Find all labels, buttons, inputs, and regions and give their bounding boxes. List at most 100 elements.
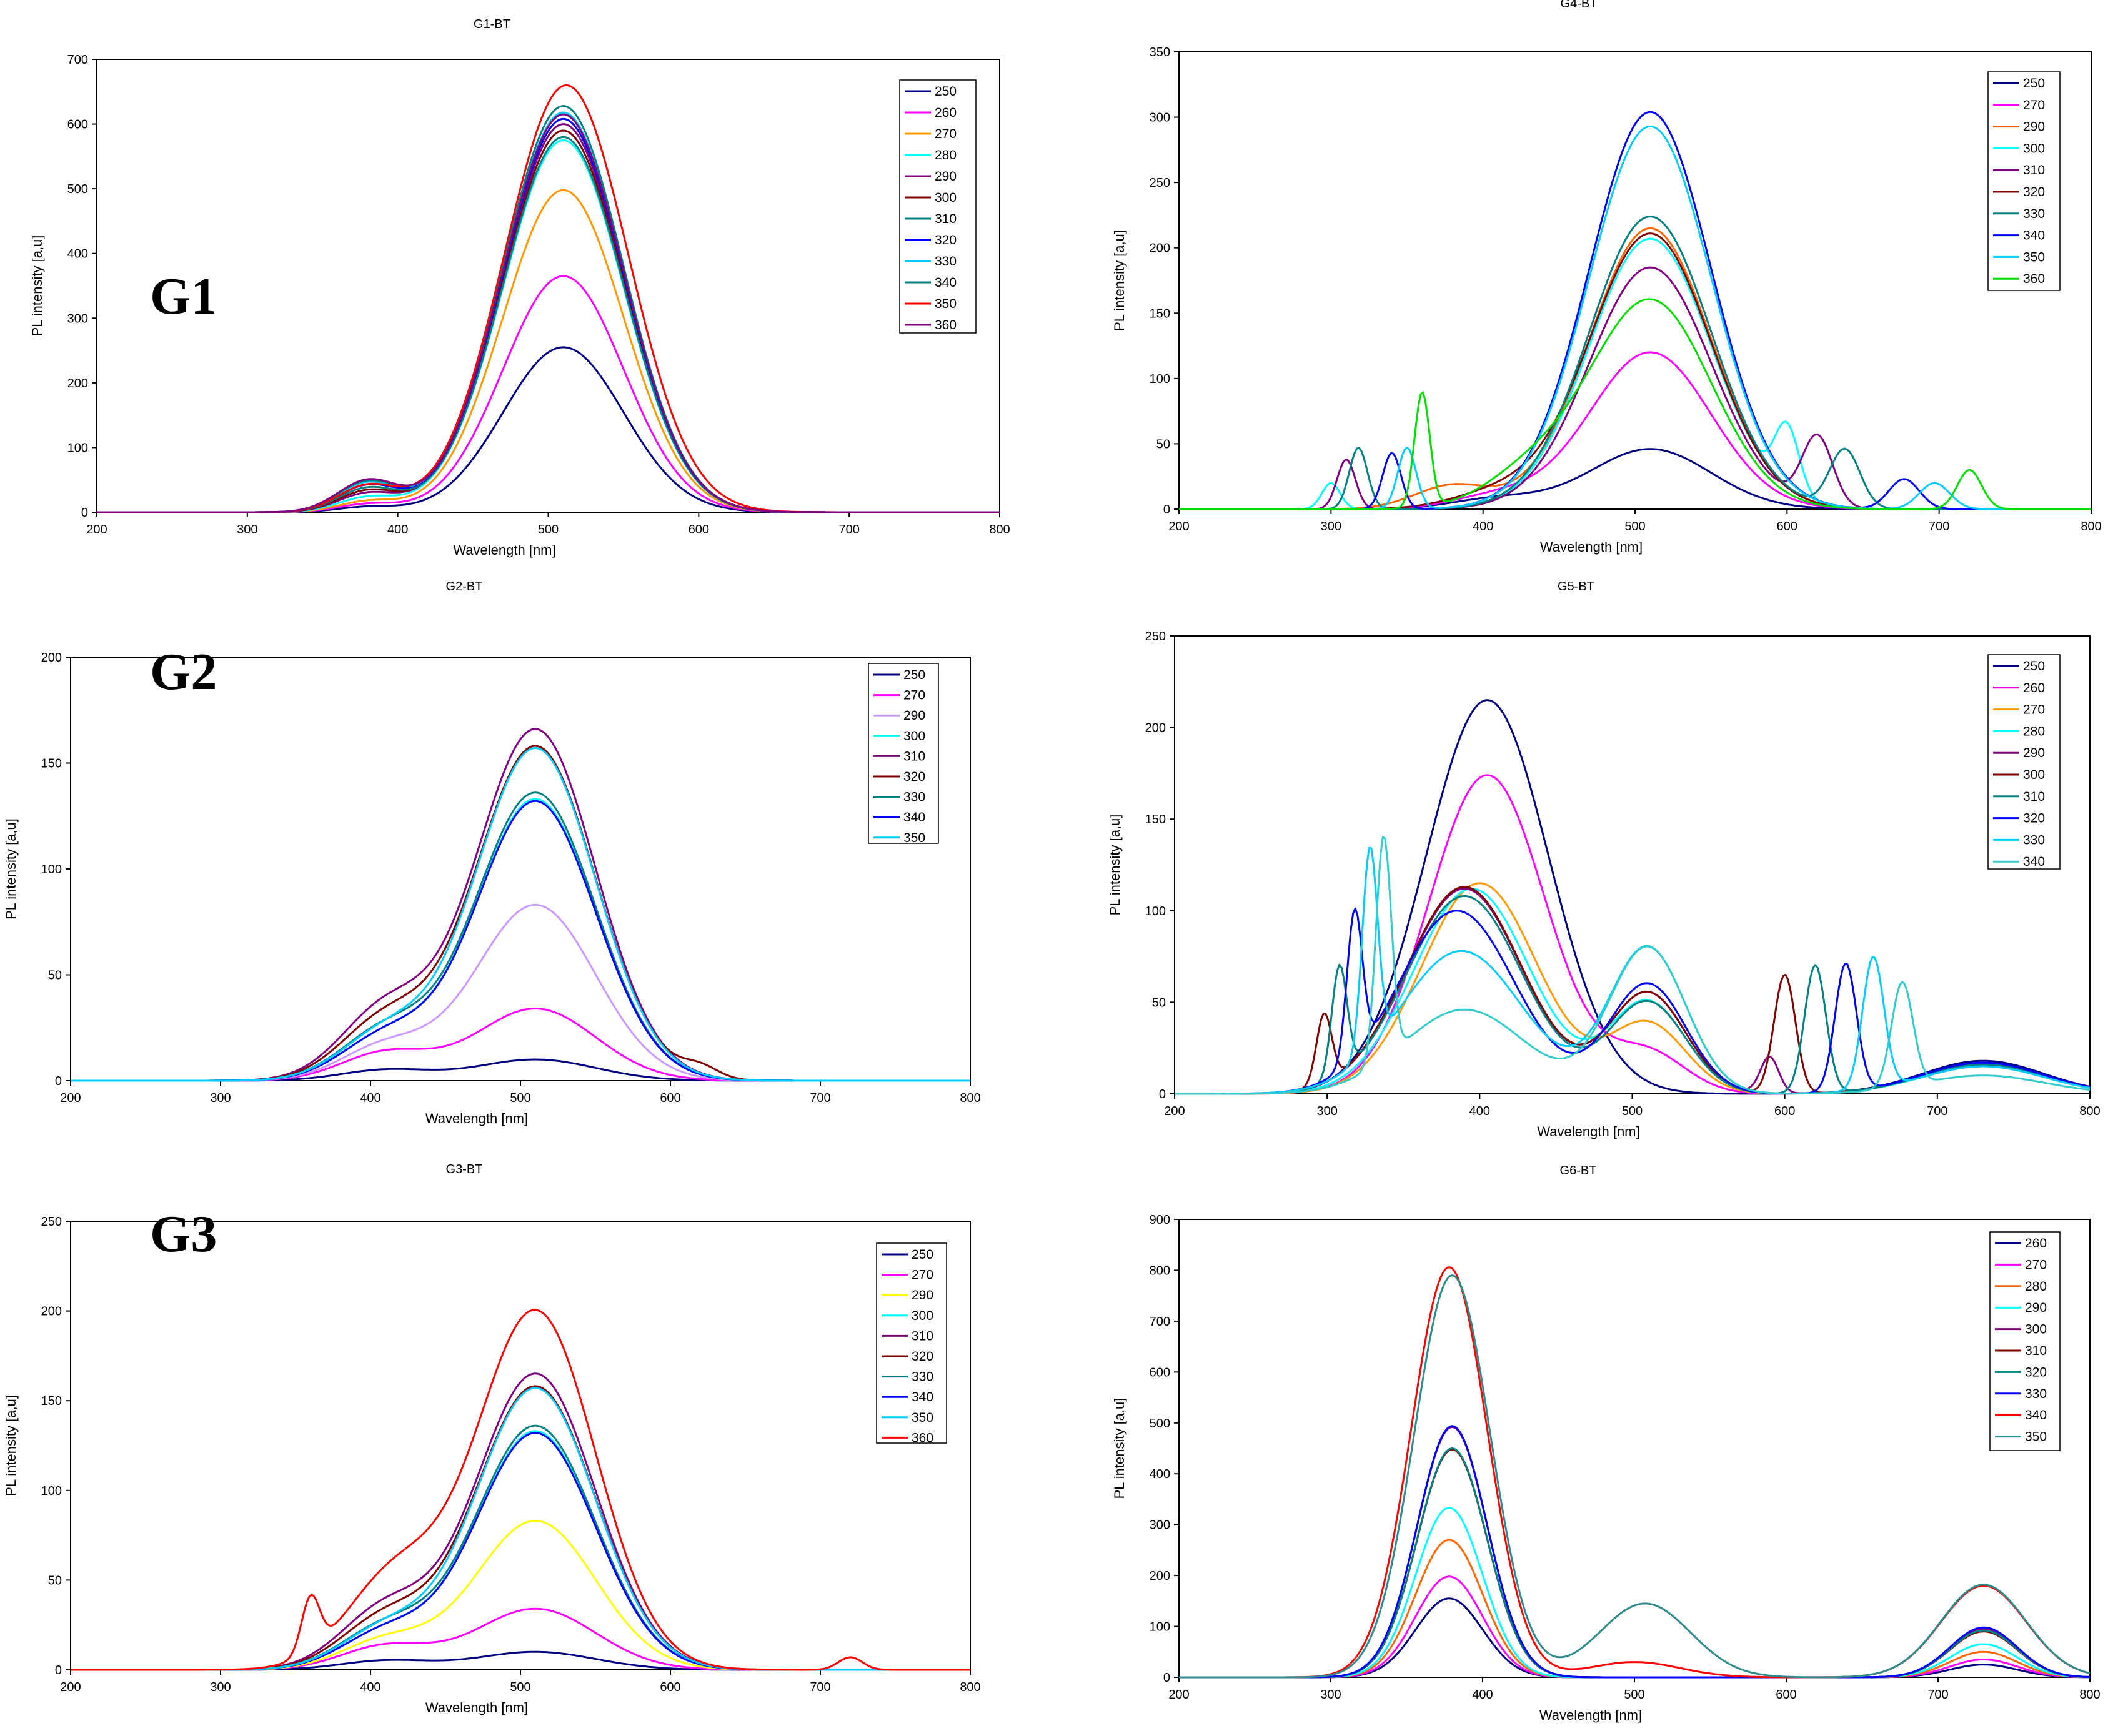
- chart-g5: G5-BT 200 300 400 500 600 700 800 0 50 100 150 200 25…: [1107, 580, 2101, 1139]
- legend-entry: 300: [912, 1309, 933, 1323]
- legend-entry: 340: [912, 1390, 933, 1404]
- series-line-330: [1179, 1425, 2091, 1679]
- legend-entry: 310: [2023, 790, 2045, 804]
- y-tick-label: 800: [1150, 1264, 1170, 1277]
- legend-box: [899, 79, 977, 334]
- x-tick-label: 800: [960, 1680, 980, 1694]
- x-tick-label: 700: [1927, 1688, 1948, 1702]
- chart-title: G5-BT: [1558, 580, 1594, 593]
- series-line-350: [1179, 1274, 2091, 1679]
- y-tick-label: 0: [55, 1074, 62, 1088]
- y-tick-label: 100: [41, 1484, 62, 1498]
- series-line-250: [71, 1650, 970, 1671]
- x-tick-label: 600: [1777, 520, 1797, 533]
- series-line-290: [1179, 1507, 2091, 1679]
- series-line-320: [1179, 1447, 2091, 1679]
- legend-box: [876, 1242, 947, 1444]
- series-line-270: [71, 1008, 970, 1082]
- legend-entry: 260: [2025, 1236, 2047, 1251]
- series-line-300: [71, 798, 970, 1082]
- series-line-340: [71, 1432, 970, 1671]
- y-tick-label: 700: [1150, 1315, 1170, 1329]
- legend-box: [1989, 1231, 2061, 1451]
- legend-entry: 320: [903, 770, 925, 784]
- series-line-340: [1179, 111, 2091, 510]
- legend-entry: 360: [2023, 272, 2045, 286]
- y-tick-label: 600: [67, 118, 88, 132]
- y-tick-label: 100: [1150, 1620, 1170, 1634]
- x-tick-label: 400: [1473, 520, 1493, 533]
- y-tick-label: 250: [1150, 176, 1170, 190]
- series-line-310: [1175, 895, 2091, 1095]
- chart-g2: G2-BT 200 300 400 500 600 700 800 0 50 100 150 200 Wa…: [3, 580, 981, 1126]
- x-tick-label: 600: [660, 1680, 680, 1694]
- legend-entry: 250: [935, 84, 957, 99]
- x-tick-label: 500: [1624, 520, 1645, 533]
- y-tick-label: 350: [1150, 46, 1170, 59]
- series-line-280: [97, 139, 1000, 513]
- x-tick-label: 400: [1472, 1688, 1493, 1702]
- legend-entry: 300: [2023, 141, 2045, 156]
- x-tick-label: 500: [510, 1680, 530, 1694]
- y-tick-label: 150: [1145, 813, 1166, 826]
- legend-entry: 250: [2023, 76, 2045, 91]
- x-tick-label: 600: [1776, 1688, 1796, 1702]
- legend-entry: 280: [2025, 1279, 2047, 1294]
- legend-entry: 290: [2023, 120, 2045, 134]
- series-line-290: [97, 123, 1000, 513]
- series-line-320: [1175, 907, 2091, 1095]
- legend-entry: 350: [2023, 250, 2045, 264]
- series-line-330: [1175, 846, 2091, 1095]
- legend-entry: 250: [2023, 659, 2045, 673]
- series-line-270: [97, 189, 1000, 513]
- x-tick-label: 300: [237, 523, 257, 537]
- series-line-320: [71, 745, 970, 1082]
- legend-entry: 330: [903, 790, 925, 805]
- y-tick-label: 150: [41, 757, 62, 771]
- chart-title: G3-BT: [446, 1163, 483, 1176]
- y-tick-label: 0: [1163, 1671, 1170, 1685]
- series-line-300: [71, 1430, 970, 1671]
- legend-entry: 340: [2023, 229, 2045, 243]
- series-line-270: [71, 1607, 970, 1671]
- legend-entry: 330: [2023, 207, 2045, 221]
- legend-entry: 300: [935, 191, 957, 205]
- legend-entry: 270: [2025, 1257, 2047, 1272]
- legend-entry: 270: [2023, 703, 2045, 717]
- y-tick-label: 200: [41, 651, 62, 665]
- legend-entry: 350: [2025, 1430, 2047, 1444]
- y-tick-label: 200: [41, 1305, 62, 1319]
- series-line-330: [97, 111, 1000, 513]
- series-line-360: [71, 1309, 970, 1671]
- y-tick-label: 200: [67, 377, 88, 390]
- x-tick-label: 700: [810, 1680, 830, 1694]
- y-axis-label: PL intensity [a,u]: [3, 818, 19, 920]
- legend-entry: 340: [903, 810, 925, 825]
- y-tick-label: 900: [1150, 1213, 1170, 1227]
- y-tick-label: 200: [1150, 1569, 1170, 1583]
- legend-entry: 250: [912, 1247, 933, 1262]
- series-line-320: [97, 117, 1000, 513]
- series-line-310: [71, 728, 970, 1082]
- legend-entry: 270: [912, 1268, 933, 1282]
- series-line-250: [71, 1058, 970, 1082]
- series-line-350: [71, 747, 970, 1082]
- y-tick-label: 250: [41, 1215, 62, 1229]
- series-line-250: [1175, 699, 2091, 1095]
- legend-entry: 320: [935, 233, 957, 247]
- x-axis-label: Wavelength [nm]: [1540, 539, 1643, 555]
- series-line-250: [1179, 448, 2091, 510]
- x-axis-label: Wavelength [nm]: [1539, 1707, 1642, 1723]
- y-tick-label: 500: [1150, 1417, 1170, 1431]
- legend-entry: 300: [2025, 1322, 2047, 1337]
- y-tick-label: 600: [1150, 1366, 1170, 1379]
- legend-entry: 310: [935, 212, 957, 226]
- series-line-270: [1175, 882, 2091, 1095]
- legend-entry: 290: [935, 169, 957, 184]
- y-tick-label: 400: [1150, 1467, 1170, 1481]
- legend-entry: 350: [935, 297, 957, 311]
- legend-entry: 310: [903, 749, 925, 763]
- y-axis-label: PL intensity [a,u]: [29, 236, 45, 337]
- y-tick-label: 50: [48, 969, 62, 983]
- series-line-310: [71, 1372, 970, 1671]
